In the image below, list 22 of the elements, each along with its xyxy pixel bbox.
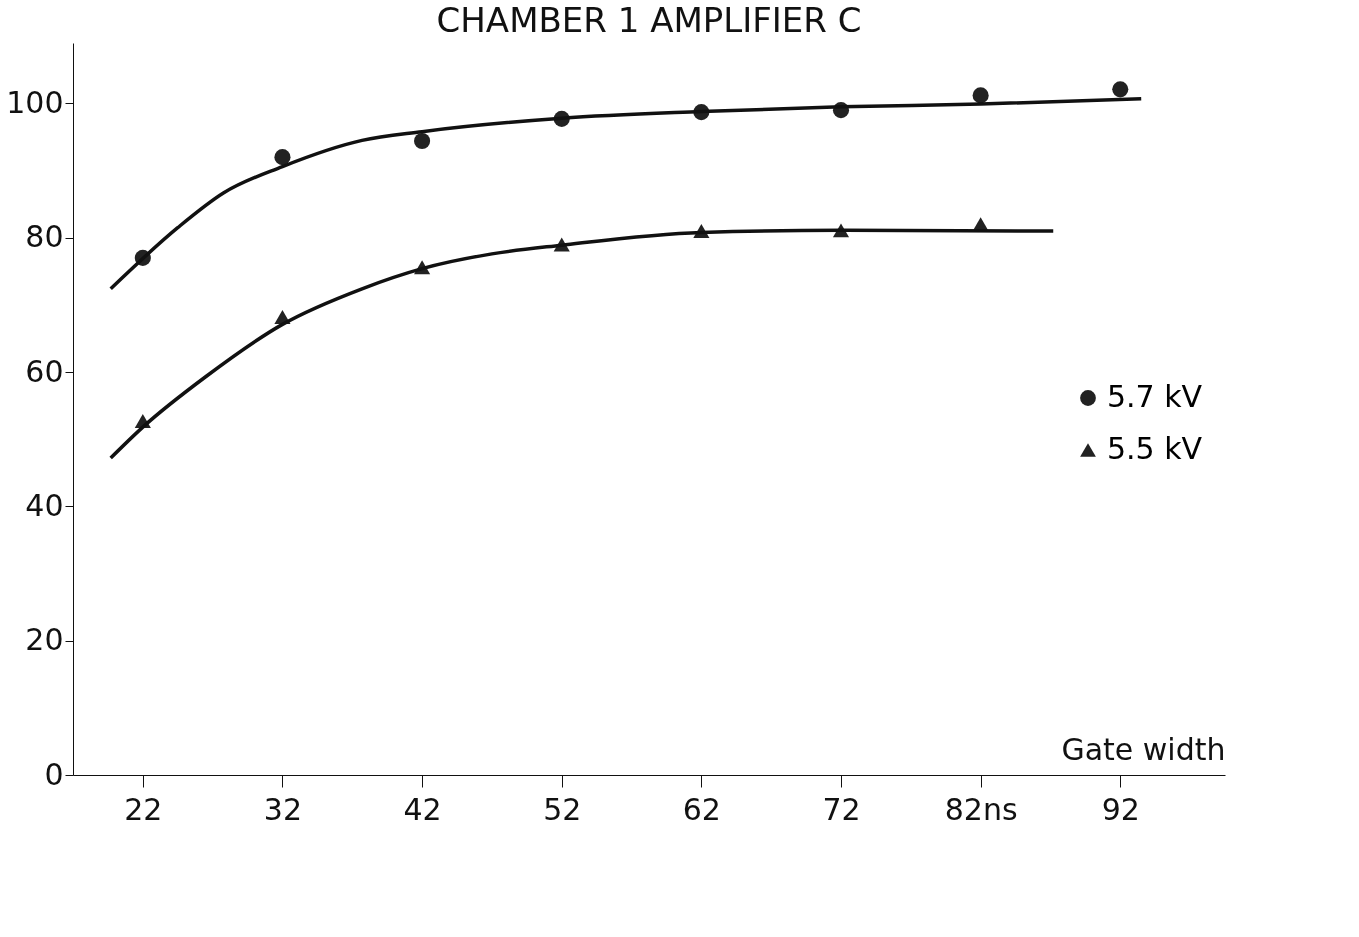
y-tick-label: 100 (6, 84, 64, 120)
y-tick-label: 80 (25, 219, 64, 255)
x-tick-label: 82ns (944, 791, 1018, 827)
x-tick-label: 92 (1101, 791, 1140, 827)
x-tick-label: 32 (263, 791, 303, 827)
x-tick-label: 72 (822, 791, 861, 827)
point (972, 87, 989, 104)
legend-label: 5.5 kV (1107, 431, 1203, 466)
point (274, 149, 291, 166)
y-tick-label: 0 (44, 756, 64, 792)
point (1112, 81, 1129, 98)
legend-label: 5.7 kV (1107, 379, 1203, 414)
y-tick-label: 60 (25, 353, 64, 389)
x-tick-label: 62 (682, 791, 721, 827)
x-tick-label: 42 (403, 791, 442, 827)
x-tick-label: 52 (543, 791, 582, 827)
y-tick-label: 20 (25, 622, 64, 658)
x-tick-label: 22 (124, 791, 163, 827)
x-axis-title: Gate width (1061, 731, 1226, 767)
chart-title: CHAMBER 1 AMPLIFIER C (436, 0, 862, 40)
point (414, 133, 431, 150)
y-tick-label: 40 (25, 487, 64, 523)
